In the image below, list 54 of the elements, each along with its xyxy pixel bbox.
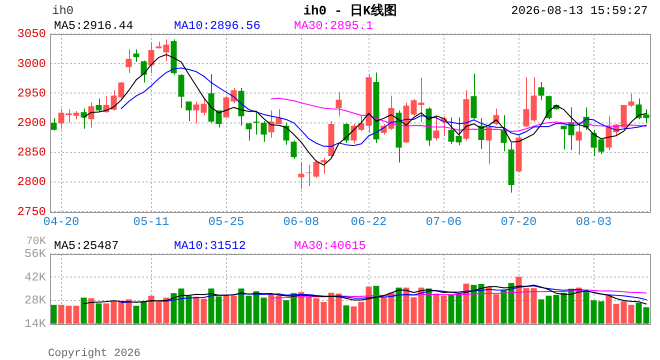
y-tick-label: 2750 (17, 204, 46, 219)
candlestick (50, 118, 57, 131)
candlestick (80, 108, 87, 130)
chart-title: ih0 - 日K线图 (303, 3, 397, 18)
x-tick-label: 06-22 (350, 214, 387, 229)
x-tick-label: 07-06 (426, 214, 462, 229)
text: ih0 (52, 4, 74, 18)
candlestick (343, 122, 350, 144)
text: 2026-08-13 15:59:27 (511, 4, 648, 18)
y-tick-label: 42K (24, 270, 47, 284)
candlestick (140, 60, 147, 84)
text: MA30:40615 (294, 239, 366, 254)
text: MA5:25487 (54, 239, 119, 254)
candlestick (260, 120, 267, 142)
y-tick-label: 56K (24, 247, 47, 262)
text: 70K (26, 236, 46, 248)
candlestick (96, 98, 102, 112)
candlestick (538, 81, 544, 101)
y-tick-label: 2950 (17, 86, 46, 100)
x-tick-label: 05-11 (133, 214, 170, 229)
candlestick (133, 48, 140, 62)
candlestick (253, 112, 260, 136)
y-tick-label: 14K (24, 316, 47, 331)
x-tick-label: 07-20 (500, 214, 537, 229)
y-tick-label: 2800 (17, 175, 46, 190)
candlestick (148, 42, 154, 74)
candlestick (88, 102, 94, 128)
x-tick-label: 04-20 (43, 214, 80, 229)
candlestick (126, 48, 132, 74)
candlestick (470, 73, 477, 120)
text: MA10:2896.56 (174, 19, 260, 34)
y-tick-label: 28K (24, 294, 47, 308)
candlestick (298, 161, 304, 190)
candlestick (486, 126, 492, 165)
candlestick (186, 100, 192, 122)
candlestick (433, 116, 440, 142)
text: MA30:2895.1 (294, 19, 374, 34)
y-tick-label: 2850 (17, 146, 46, 160)
y-tick-label: 3000 (17, 56, 46, 71)
x-tick-label: 08-03 (576, 214, 612, 229)
candlestick (246, 122, 252, 142)
text: Copyright 2026 (48, 348, 140, 360)
text: MA5:2916.44 (54, 19, 134, 34)
candlestick (283, 122, 290, 146)
text: MA10:31512 (174, 239, 246, 254)
y-tick-label: 3050 (17, 27, 46, 42)
candlestick (576, 123, 582, 156)
candlestick (178, 74, 184, 108)
x-tick-label: 05-25 (208, 214, 244, 229)
candlestick (290, 140, 297, 160)
candlestick (336, 92, 342, 117)
y-tick-label: 2900 (17, 116, 46, 130)
x-tick-label: 06-08 (283, 214, 320, 229)
candlestick (320, 157, 327, 174)
